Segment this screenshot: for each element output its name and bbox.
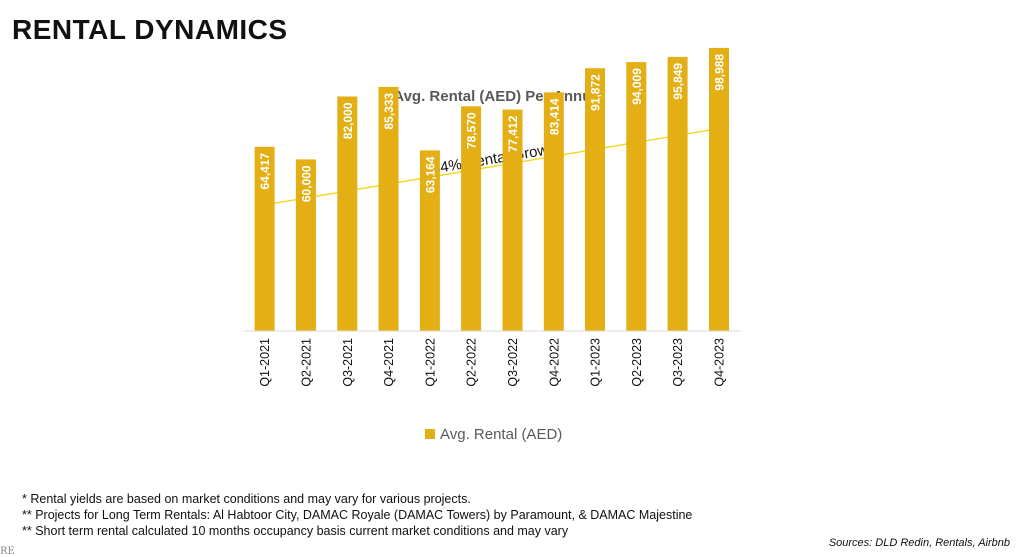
bar: [378, 86, 399, 332]
data-label: 63,164: [423, 156, 437, 193]
x-tick-label: Q4-2023: [713, 338, 727, 387]
x-tick-label: Q2-2021: [299, 338, 313, 387]
x-tick-label: Q1-2023: [589, 338, 603, 387]
data-label: 64,417: [258, 152, 272, 189]
bar: [543, 92, 564, 332]
footnote-line: ** Short term rental calculated 10 month…: [22, 524, 569, 538]
corner-text-fragment: RE: [0, 546, 15, 557]
data-label: 83,414: [547, 98, 561, 135]
data-label: 94,009: [630, 68, 644, 105]
growth-trend-arrow: [257, 124, 730, 207]
data-label: 98,988: [713, 54, 727, 91]
bar: [626, 62, 647, 331]
data-label: 77,412: [506, 115, 520, 152]
bar-series: [254, 47, 729, 332]
bar: [709, 47, 729, 332]
bar: [667, 56, 688, 332]
legend: Avg. Rental (AED): [425, 426, 562, 443]
bar: [295, 159, 316, 331]
x-tick-label: Q2-2022: [465, 338, 479, 387]
footnotes: * Rental yields are based on market cond…: [22, 491, 692, 539]
bar: [254, 146, 275, 331]
sources-note: Sources: DLD Redin, Rentals, Airbnb: [828, 537, 1010, 549]
bar: [585, 68, 605, 331]
x-tick-label: Q3-2022: [506, 338, 520, 387]
x-tick-label: Q3-2021: [341, 338, 355, 387]
bar-chart: Avg. Rental (AED) Per Annum 54% Rental G…: [244, 47, 740, 443]
legend-label: Avg. Rental (AED): [440, 426, 562, 443]
legend-swatch: [425, 429, 435, 439]
chart-title: Avg. Rental (AED) Per Annum: [393, 88, 604, 105]
growth-annotation: 54% Rental Growth: [431, 139, 562, 177]
footnote-line: * Rental yields are based on market cond…: [22, 492, 471, 506]
data-labels: 64,417 60,000 82,000 85,333 63,164 78,570 77,4…: [258, 54, 726, 203]
bar: [419, 150, 440, 331]
bar: [337, 96, 358, 331]
x-tick-label: Q1-2021: [258, 338, 272, 387]
page-title: RENTAL DYNAMICS: [12, 14, 288, 45]
bar: [502, 109, 523, 331]
x-tick-label: Q2-2023: [630, 338, 644, 387]
x-axis-tick-labels: Q1-2021 Q2-2021 Q3-2021 Q4-2021 Q1-2022 Q2-20…: [258, 338, 726, 387]
data-label: 91,872: [589, 74, 603, 111]
bar: [461, 106, 482, 331]
x-tick-label: Q1-2022: [423, 338, 437, 387]
x-tick-label: Q3-2023: [671, 338, 685, 387]
data-label: 82,000: [341, 102, 355, 139]
footnote-line: ** Projects for Long Term Rentals: Al Ha…: [22, 508, 693, 522]
data-label: 60,000: [299, 165, 313, 202]
data-label: 78,570: [465, 112, 479, 149]
x-tick-label: Q4-2021: [382, 338, 396, 387]
data-label: 95,849: [671, 63, 685, 100]
data-label: 85,333: [382, 93, 396, 130]
x-tick-label: Q4-2022: [547, 338, 561, 387]
